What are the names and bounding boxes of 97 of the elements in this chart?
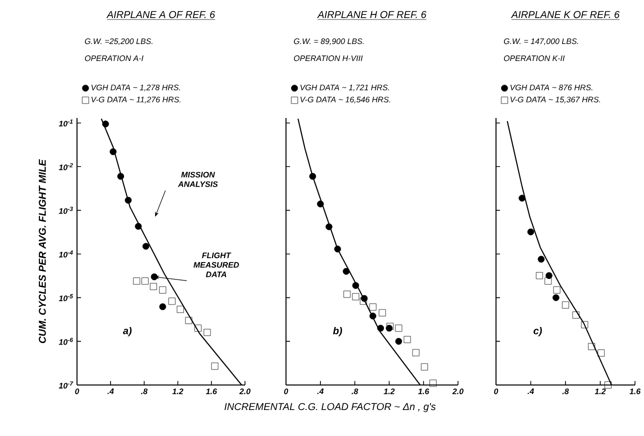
point bbox=[598, 350, 605, 357]
x-tick-label: 1.6 bbox=[418, 388, 430, 394]
point bbox=[420, 363, 428, 370]
chart-subtitle: G.W. = 89,900 LBS. bbox=[294, 38, 364, 46]
x-tick-label: .8 bbox=[562, 388, 569, 394]
point bbox=[562, 301, 570, 308]
point bbox=[588, 343, 596, 350]
y-tick-label: 10$^{-3}$ bbox=[58, 206, 73, 214]
point bbox=[553, 286, 560, 294]
point bbox=[395, 324, 402, 332]
point bbox=[102, 120, 109, 128]
legend-label: VGH DATA ~ 1,278 HRS. bbox=[91, 84, 180, 92]
y-tick-label: 10$^{-2}$ bbox=[58, 163, 73, 170]
point bbox=[176, 306, 184, 313]
x-tick-label: 0 bbox=[494, 388, 498, 394]
point bbox=[334, 246, 342, 252]
chart-subtitle: G.W. =25,200 LBS. bbox=[84, 38, 152, 46]
point bbox=[395, 338, 402, 345]
x-tick-label: 1.2 bbox=[384, 388, 395, 394]
point bbox=[142, 278, 149, 285]
point bbox=[309, 172, 316, 180]
annotation: a) bbox=[123, 326, 132, 336]
point bbox=[352, 293, 360, 300]
point bbox=[430, 380, 437, 387]
point bbox=[317, 200, 324, 208]
x-tick-label: 0 bbox=[284, 388, 288, 394]
annotation: b) bbox=[333, 326, 342, 336]
point bbox=[124, 196, 132, 204]
point bbox=[552, 294, 560, 302]
y-tick-label: 10$^{-4}$ bbox=[58, 250, 73, 258]
y-tick-label: 10$^{-6}$ bbox=[58, 338, 74, 345]
x-tick-label: 1.2 bbox=[594, 388, 606, 394]
chart-title: AIRPLANE H OF REF. 6 bbox=[317, 11, 426, 18]
annotation: c) bbox=[534, 326, 542, 336]
point bbox=[194, 324, 202, 332]
point bbox=[204, 328, 211, 336]
point bbox=[159, 303, 166, 310]
point bbox=[150, 273, 158, 280]
point bbox=[544, 278, 552, 285]
point bbox=[518, 194, 526, 202]
legend-label: V-G DATA ~ 16,546 HRS. bbox=[300, 96, 390, 104]
legend-label: V-G DATA ~ 11,276 HRS. bbox=[91, 96, 180, 104]
point bbox=[369, 312, 376, 320]
x-tick-label: .4 bbox=[528, 388, 534, 394]
legend-label: VGH DATA ~ 1,721 HRS. bbox=[300, 84, 389, 92]
point bbox=[142, 242, 150, 250]
x-tick-label: .4 bbox=[107, 388, 114, 394]
point bbox=[412, 349, 420, 356]
point bbox=[110, 148, 117, 156]
legend-label: V-G DATA ~ 15,367 HRS. bbox=[510, 96, 600, 104]
point bbox=[159, 286, 166, 294]
point bbox=[117, 172, 124, 180]
point bbox=[377, 324, 384, 332]
text: OPERATION H-VIII bbox=[294, 55, 363, 62]
y-tick-label: 10$^{-7}$ bbox=[58, 381, 74, 389]
y-axis-title: CUM. CYCLES PER AVG. FLIGHT MILE bbox=[38, 159, 46, 344]
point bbox=[352, 282, 360, 289]
text: OPERATION K-II bbox=[504, 55, 565, 62]
y-tick-label: 10$^{-5}$ bbox=[58, 294, 74, 302]
chart-title: AIRPLANE A OF REF. 6 bbox=[106, 11, 216, 18]
point bbox=[185, 317, 192, 324]
chart-title: AIRPLANE K OF REF. 6 bbox=[510, 11, 620, 18]
annotation: FLIGHT MEASURED DATA bbox=[194, 252, 239, 278]
x-tick-label: 2.0 bbox=[239, 388, 250, 394]
point bbox=[538, 256, 545, 263]
point bbox=[168, 298, 176, 305]
y-tick-label: 10$^{-1}$ bbox=[58, 119, 73, 126]
x-tick-label: 1.6 bbox=[630, 388, 641, 394]
legend-label: VGH DATA ~ 876 HRS. bbox=[510, 84, 592, 90]
point bbox=[326, 223, 332, 230]
point bbox=[150, 283, 157, 290]
x-tick-label: 1.2 bbox=[172, 388, 184, 394]
point bbox=[546, 272, 552, 280]
point bbox=[378, 309, 386, 316]
point bbox=[134, 222, 142, 230]
x-tick-label: 2.0 bbox=[452, 388, 464, 394]
point bbox=[369, 304, 376, 311]
point bbox=[342, 268, 350, 275]
x-tick-label: .8 bbox=[352, 388, 358, 394]
point bbox=[344, 290, 351, 298]
point bbox=[211, 362, 218, 370]
point bbox=[133, 278, 140, 285]
x-axis-title: INCREMENTAL C.G. LOAD FACTOR ~ Δn , g's bbox=[224, 403, 436, 412]
point bbox=[536, 272, 543, 280]
text: OPERATION A-I bbox=[84, 55, 144, 62]
chart-subtitle: G.W. = 147,000 LBS. bbox=[504, 38, 578, 46]
point bbox=[527, 228, 534, 236]
x-tick-label: .8 bbox=[141, 388, 148, 394]
point bbox=[404, 336, 411, 344]
point bbox=[572, 312, 580, 319]
x-tick-label: 1.6 bbox=[206, 388, 217, 394]
point bbox=[581, 321, 588, 328]
point bbox=[360, 298, 367, 305]
x-tick-label: .4 bbox=[317, 388, 324, 394]
point bbox=[604, 382, 612, 389]
annotation: MISSION ANALYSIS bbox=[178, 172, 218, 187]
x-tick-label: 0 bbox=[75, 388, 80, 394]
